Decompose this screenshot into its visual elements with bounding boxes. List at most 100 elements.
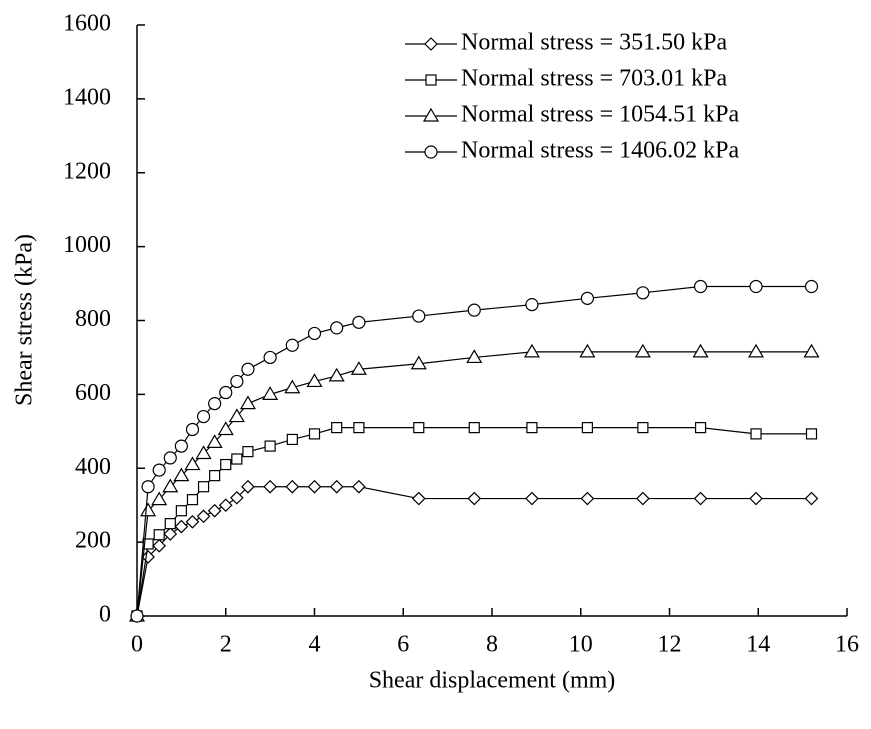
data-point <box>241 479 255 494</box>
data-point <box>526 422 538 434</box>
y-tick-label: 600 <box>75 380 111 406</box>
data-point <box>185 422 200 437</box>
data-point <box>174 519 189 534</box>
data-point <box>263 350 277 365</box>
x-tick-label: 14 <box>746 632 770 658</box>
data-point <box>747 343 765 358</box>
data-point <box>352 315 366 329</box>
y-axis-label: Shear stress (kPa) <box>12 234 38 406</box>
data-point <box>803 343 820 358</box>
data-point <box>353 422 365 434</box>
x-tick-label: 4 <box>309 632 321 658</box>
x-tick-label: 10 <box>569 632 593 658</box>
data-point <box>153 529 165 541</box>
data-point <box>580 491 595 506</box>
data-point <box>525 298 539 312</box>
legend-marker <box>425 74 437 86</box>
data-point <box>164 518 176 530</box>
data-point <box>228 408 245 423</box>
y-tick-label: 0 <box>99 602 111 628</box>
data-point <box>467 491 482 506</box>
data-point <box>637 422 649 434</box>
y-tick-label: 1200 <box>63 158 111 184</box>
data-point <box>162 478 179 493</box>
data-point <box>692 343 709 358</box>
data-point <box>307 479 322 494</box>
data-point <box>352 479 366 494</box>
data-point <box>412 309 426 323</box>
data-point <box>525 491 539 506</box>
data-point <box>750 428 762 440</box>
legend-marker <box>424 37 438 51</box>
y-tick-label: 1600 <box>63 11 111 37</box>
data-point <box>285 479 300 494</box>
x-tick-label: 12 <box>658 632 682 658</box>
data-point <box>209 470 221 482</box>
y-tick-label: 200 <box>75 528 111 554</box>
series-line <box>136 486 812 617</box>
series-line <box>136 285 812 617</box>
data-point <box>219 385 233 400</box>
data-point <box>805 428 818 440</box>
data-point <box>130 609 144 623</box>
data-point <box>804 491 819 506</box>
data-point <box>581 422 594 434</box>
data-point <box>413 422 425 434</box>
data-point <box>175 505 187 517</box>
data-point <box>196 409 211 424</box>
data-point <box>206 434 223 448</box>
data-point <box>218 498 233 513</box>
data-point <box>468 422 480 434</box>
data-point <box>173 467 190 482</box>
data-point <box>140 502 157 517</box>
data-point <box>207 503 222 518</box>
x-tick-label: 8 <box>486 632 498 658</box>
data-point <box>151 491 168 506</box>
y-tick-label: 1000 <box>63 232 111 258</box>
data-point <box>263 479 277 494</box>
data-point <box>241 362 255 376</box>
data-point <box>523 343 540 358</box>
data-point <box>239 395 256 410</box>
data-point <box>141 480 155 494</box>
data-point <box>693 279 708 294</box>
legend-label: Normal stress = 703.01 kPa <box>461 66 728 92</box>
data-point <box>208 397 222 411</box>
data-point <box>580 291 595 305</box>
data-point <box>308 428 321 440</box>
data-point <box>411 491 426 506</box>
data-point <box>804 279 819 294</box>
data-point <box>231 453 243 465</box>
data-point <box>242 446 254 458</box>
data-point <box>285 338 299 352</box>
data-point <box>217 421 234 436</box>
data-point <box>329 479 344 494</box>
x-tick-label: 6 <box>397 632 409 658</box>
data-point <box>174 439 188 453</box>
legend-marker <box>422 107 440 122</box>
x-axis-label: Shear displacement (mm) <box>369 668 616 694</box>
data-point <box>328 367 345 382</box>
data-point <box>350 361 367 375</box>
legend-label: Normal stress = 1406.02 kPa <box>461 138 740 164</box>
data-point <box>186 494 199 506</box>
series-line <box>136 351 812 617</box>
data-point <box>185 514 200 529</box>
data-point <box>262 386 279 400</box>
data-point <box>636 286 650 300</box>
data-point <box>634 343 651 358</box>
data-point <box>286 433 298 446</box>
data-point <box>230 374 244 389</box>
data-point <box>195 445 212 460</box>
data-point <box>152 538 167 553</box>
x-tick-label: 2 <box>220 632 232 658</box>
data-point <box>749 279 763 294</box>
data-point <box>197 481 210 493</box>
data-point <box>306 373 323 388</box>
data-point <box>184 456 201 471</box>
data-point <box>152 463 166 477</box>
data-point <box>410 355 427 370</box>
x-tick-label: 0 <box>131 632 143 658</box>
